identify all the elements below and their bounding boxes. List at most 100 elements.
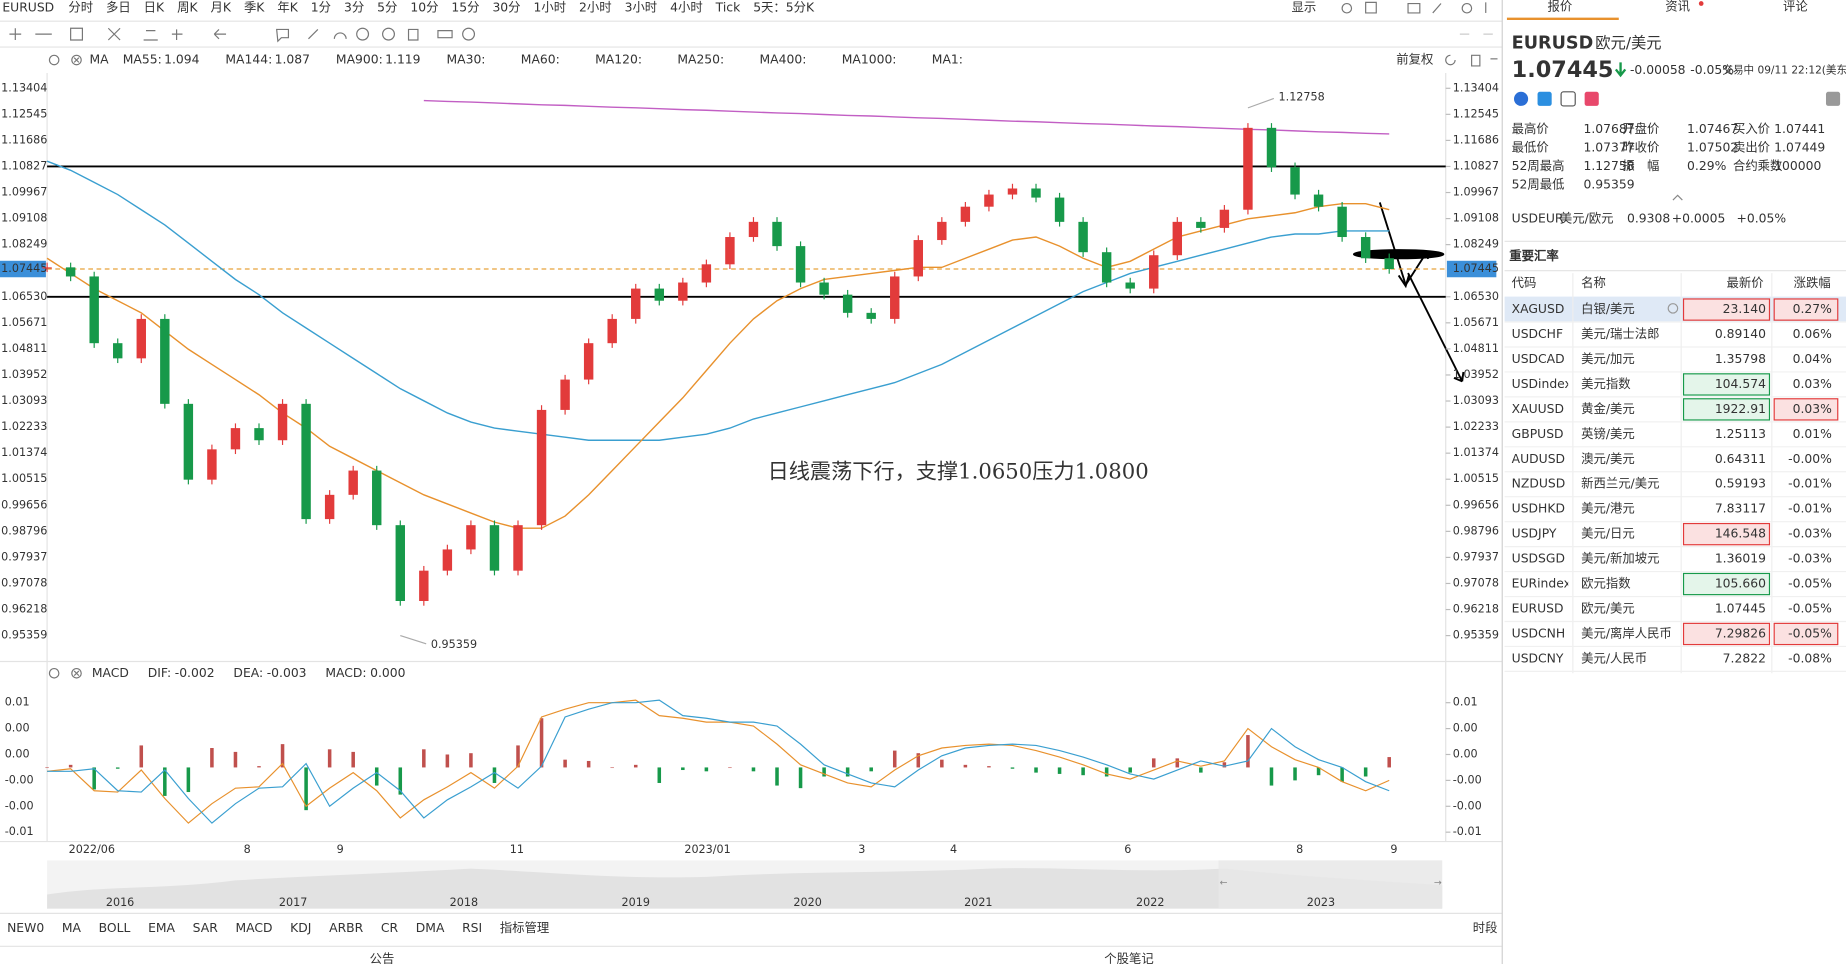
overview-year: 2019 xyxy=(622,896,650,909)
rate-code[interactable]: USDindex xyxy=(1512,377,1572,391)
indicator-tab[interactable]: CR xyxy=(381,921,399,935)
price-highlight xyxy=(1682,373,1771,396)
period-tab[interactable]: 3小时 xyxy=(625,1,658,15)
indicator-tab[interactable]: SAR xyxy=(193,921,219,935)
rate-code[interactable]: USDCHF xyxy=(1512,327,1563,341)
rate-code[interactable]: USDJPY xyxy=(1512,527,1557,541)
period-button[interactable]: 时段 xyxy=(1473,920,1498,935)
rate-code[interactable]: USDCNY xyxy=(1512,651,1564,665)
macd-legend: DEA: xyxy=(233,666,263,680)
candle xyxy=(1125,282,1135,289)
macd-bar xyxy=(257,766,261,768)
indicator-tab[interactable]: KDJ xyxy=(290,921,311,935)
period-tab[interactable]: 15分 xyxy=(451,1,479,15)
period-tab[interactable]: 多日 xyxy=(106,1,131,15)
period-tab[interactable]: 季K xyxy=(244,1,265,15)
macd-bar xyxy=(210,748,214,768)
ma-value: 1.094 xyxy=(164,53,200,67)
candle xyxy=(937,221,947,241)
quote-tab[interactable]: 评论 xyxy=(1783,0,1808,14)
y-tick-label: 1.08249 xyxy=(1,238,47,251)
candle xyxy=(1078,221,1088,253)
period-tab[interactable]: 1分 xyxy=(311,1,331,15)
indicator-tab[interactable]: NEW0 xyxy=(7,921,44,935)
stat-value: 1.07449 xyxy=(1774,140,1825,154)
candle xyxy=(395,525,405,601)
period-tab[interactable]: 日K xyxy=(144,1,165,15)
period-tab[interactable]: 周K xyxy=(177,1,198,15)
indicator-tab[interactable]: RSI xyxy=(462,921,482,935)
y-tick-label: 1.10827 xyxy=(1453,159,1499,172)
period-tab[interactable]: 月K xyxy=(211,1,232,15)
period-tab[interactable]: 年K xyxy=(277,1,298,15)
y-tick-label: 1.00515 xyxy=(1,472,47,485)
period-tab[interactable]: Tick xyxy=(715,1,741,15)
change-highlight xyxy=(1773,398,1839,421)
rate-change: 0.04% xyxy=(1793,352,1833,366)
rate-code[interactable]: EURindex xyxy=(1512,577,1571,591)
rate-code[interactable]: EURUSD xyxy=(1512,602,1564,616)
y-tick-label: 1.08249 xyxy=(1453,238,1499,251)
period-tab[interactable]: 4小时 xyxy=(670,1,703,15)
macd-legend: 0.000 xyxy=(370,666,406,680)
candle xyxy=(207,449,217,480)
y-tick-label: 1.00515 xyxy=(1453,472,1499,485)
rate-price: 0.89140 xyxy=(1715,327,1766,341)
period-tab[interactable]: 30分 xyxy=(492,1,520,15)
rate-code[interactable]: USDCNH xyxy=(1512,626,1566,640)
high-leader xyxy=(1247,97,1275,109)
rate-name: 欧元指数 xyxy=(1581,576,1630,591)
macd-bar xyxy=(1340,767,1344,782)
rate-price: 1.35798 xyxy=(1715,352,1766,366)
stat-value: 1.07502 xyxy=(1687,140,1738,154)
candle xyxy=(842,294,853,313)
y-tick-label: 0.97937 xyxy=(1453,550,1499,563)
candle xyxy=(89,276,99,344)
period-tab[interactable]: 2小时 xyxy=(579,1,612,15)
quote-tab[interactable]: 报价 xyxy=(1548,0,1573,14)
y-tick-label: 0.95359 xyxy=(1,629,47,642)
indicator-tab[interactable]: ARBR xyxy=(329,921,364,935)
rate-code[interactable]: USDSGD xyxy=(1512,552,1565,566)
rate-code[interactable]: USDCAD xyxy=(1512,352,1565,366)
indicator-tab[interactable]: MA xyxy=(62,921,82,935)
rate-change: -0.08% xyxy=(1788,651,1832,665)
macd-bar xyxy=(115,767,120,769)
y-tick-label: 1.04811 xyxy=(1453,342,1499,355)
macd-legend: -0.003 xyxy=(267,666,307,680)
y-tick-label: 1.06530 xyxy=(1,290,47,303)
indicator-manage[interactable]: 指标管理 xyxy=(500,920,549,935)
indicator-tab[interactable]: EMA xyxy=(148,921,175,935)
period-tab[interactable]: 分时 xyxy=(68,1,93,15)
rate-code[interactable]: XAUUSD xyxy=(1512,402,1564,416)
rates-title: 重要汇率 xyxy=(1509,248,1558,263)
rate-code[interactable]: GBPUSD xyxy=(1512,427,1564,441)
period-tab[interactable]: 10分 xyxy=(410,1,438,15)
candle xyxy=(1243,127,1253,210)
x-tick-label: 8 xyxy=(244,843,251,856)
candle xyxy=(183,403,194,480)
macd-bar xyxy=(1081,767,1085,776)
period-tab[interactable]: 3分 xyxy=(344,1,364,15)
indicator-tab[interactable]: DMA xyxy=(416,921,445,935)
macd-bar xyxy=(681,767,685,771)
period-tab[interactable]: 5分 xyxy=(377,1,397,15)
y-tick-label: 1.05671 xyxy=(1453,316,1499,329)
macd-bar xyxy=(586,760,591,768)
rate-code[interactable]: NZDUSD xyxy=(1512,477,1566,491)
macd-bar xyxy=(327,749,332,768)
quote-tab[interactable]: 资讯 xyxy=(1665,0,1690,14)
rate-code[interactable]: XAGUSD xyxy=(1512,302,1565,316)
period-tab[interactable]: 1小时 xyxy=(533,1,566,15)
rate-code[interactable]: AUDUSD xyxy=(1512,452,1565,466)
macd-bar xyxy=(186,767,191,793)
indicator-tab[interactable]: MACD xyxy=(235,921,272,935)
macd-bar xyxy=(374,767,379,786)
macd-bar xyxy=(822,767,826,777)
period-tab[interactable]: 5天：5分K xyxy=(753,1,815,15)
ma-name: MA55: xyxy=(123,53,162,67)
rate-code[interactable]: USDHKD xyxy=(1512,502,1565,516)
macd-bar xyxy=(869,767,873,772)
indicator-tab[interactable]: BOLL xyxy=(99,921,131,935)
